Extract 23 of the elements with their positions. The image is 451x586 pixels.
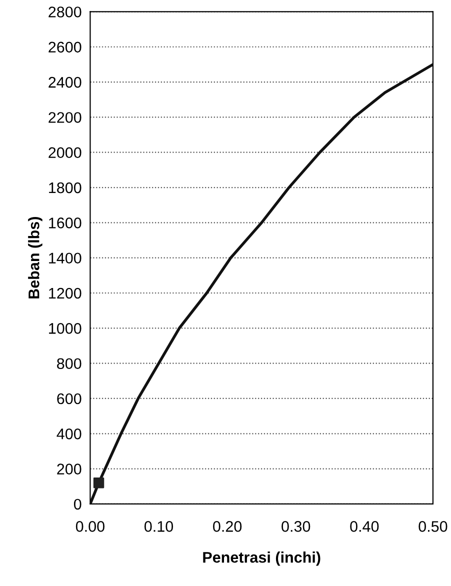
y-tick-label: 1000 [49, 323, 82, 334]
x-axis-title: Penetrasi (inchi) [203, 552, 320, 566]
y-tick-label: 2600 [48, 42, 82, 53]
y-tick-label: 1600 [49, 218, 82, 228]
y-tick-label: 600 [57, 393, 82, 404]
y-tick-label: 2000 [48, 147, 82, 158]
x-tick-label: 0.30 [282, 521, 310, 532]
y-tick-label: 2200 [48, 112, 82, 123]
x-tick-label: 0.10 [144, 521, 174, 532]
x-tick-label: 0.20 [213, 521, 242, 532]
y-tick-label: 2400 [48, 76, 82, 88]
y-tick-label: 1200 [49, 288, 82, 299]
x-tick-label: 0.40 [350, 521, 379, 532]
y-tick-label: 2800 [48, 6, 82, 18]
x-tick-label: 0.50 [418, 521, 448, 532]
x-tick-label: 0.00 [76, 521, 104, 532]
y-tick-label: 200 [57, 464, 82, 474]
y-tick-label: 1800 [49, 182, 82, 194]
y-tick-label: 1400 [49, 252, 82, 264]
y-axis-title: Beban (lbs) [28, 217, 42, 298]
y-tick-label: 400 [56, 428, 82, 440]
y-tick-label: 800 [57, 358, 82, 370]
y-tick-label: 0 [74, 498, 82, 510]
